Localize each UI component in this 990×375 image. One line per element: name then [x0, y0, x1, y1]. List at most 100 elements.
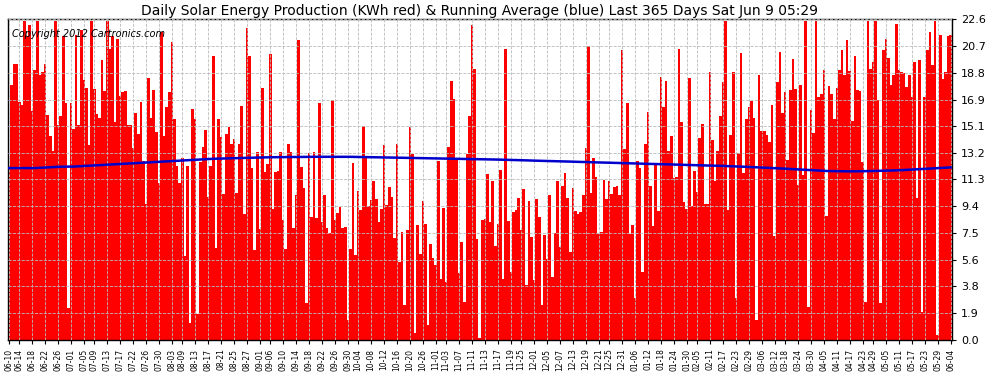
Bar [592, 158, 595, 339]
Bar [688, 78, 691, 339]
Bar [740, 53, 742, 339]
Bar [613, 187, 616, 339]
Bar [230, 144, 233, 339]
Bar [789, 90, 792, 339]
Bar [263, 172, 266, 339]
Bar [579, 212, 582, 339]
Bar [520, 230, 523, 339]
Bar [525, 285, 528, 339]
Bar [422, 201, 424, 339]
Bar [26, 36, 29, 339]
Bar [72, 129, 75, 339]
Bar [437, 161, 440, 339]
Bar [693, 171, 696, 339]
Bar [895, 24, 898, 339]
Bar [367, 206, 370, 339]
Bar [13, 64, 16, 339]
Bar [574, 211, 577, 339]
Bar [10, 85, 13, 339]
Bar [258, 230, 261, 339]
Bar [145, 204, 148, 339]
Bar [898, 70, 900, 339]
Bar [427, 325, 430, 339]
Bar [924, 97, 926, 339]
Bar [124, 91, 127, 339]
Bar [545, 259, 548, 339]
Bar [56, 124, 59, 339]
Bar [455, 158, 457, 339]
Bar [664, 81, 667, 339]
Bar [370, 200, 372, 339]
Bar [839, 70, 841, 339]
Bar [872, 62, 874, 339]
Bar [176, 166, 178, 339]
Bar [372, 181, 375, 339]
Bar [654, 164, 657, 339]
Bar [771, 105, 773, 339]
Bar [31, 111, 34, 339]
Bar [680, 122, 683, 339]
Bar [818, 96, 820, 339]
Bar [269, 54, 271, 339]
Bar [667, 151, 670, 339]
Bar [735, 298, 738, 339]
Bar [906, 87, 908, 339]
Bar [564, 173, 566, 339]
Bar [404, 305, 406, 339]
Bar [69, 103, 72, 339]
Bar [127, 125, 130, 339]
Bar [504, 49, 507, 339]
Bar [941, 79, 944, 339]
Bar [36, 21, 39, 339]
Bar [675, 177, 678, 339]
Bar [866, 21, 869, 339]
Bar [152, 90, 155, 339]
Bar [892, 75, 895, 339]
Bar [362, 126, 364, 339]
Bar [284, 249, 287, 339]
Bar [212, 56, 215, 339]
Bar [548, 195, 550, 339]
Bar [536, 200, 538, 339]
Bar [380, 209, 383, 339]
Bar [523, 189, 525, 339]
Bar [802, 175, 805, 339]
Bar [465, 154, 468, 339]
Bar [659, 77, 662, 339]
Bar [853, 57, 856, 339]
Bar [85, 88, 88, 339]
Bar [841, 50, 843, 339]
Bar [750, 100, 752, 339]
Bar [297, 40, 300, 339]
Bar [39, 75, 42, 339]
Bar [836, 88, 839, 339]
Bar [183, 256, 186, 339]
Bar [704, 204, 706, 339]
Bar [274, 172, 276, 339]
Bar [385, 206, 388, 339]
Bar [605, 200, 608, 339]
Bar [463, 302, 465, 339]
Bar [210, 166, 212, 339]
Bar [424, 224, 427, 339]
Bar [170, 42, 173, 339]
Bar [29, 25, 31, 339]
Bar [178, 183, 181, 339]
Bar [763, 131, 765, 339]
Bar [590, 193, 592, 339]
Bar [701, 124, 704, 339]
Bar [359, 210, 362, 339]
Bar [377, 222, 380, 339]
Bar [815, 21, 818, 339]
Bar [823, 70, 825, 339]
Bar [130, 125, 132, 339]
Bar [276, 171, 279, 339]
Bar [577, 214, 579, 339]
Bar [900, 72, 903, 339]
Bar [618, 195, 621, 339]
Bar [8, 165, 10, 339]
Bar [460, 242, 463, 339]
Bar [51, 151, 54, 339]
Bar [812, 134, 815, 339]
Bar [919, 60, 921, 339]
